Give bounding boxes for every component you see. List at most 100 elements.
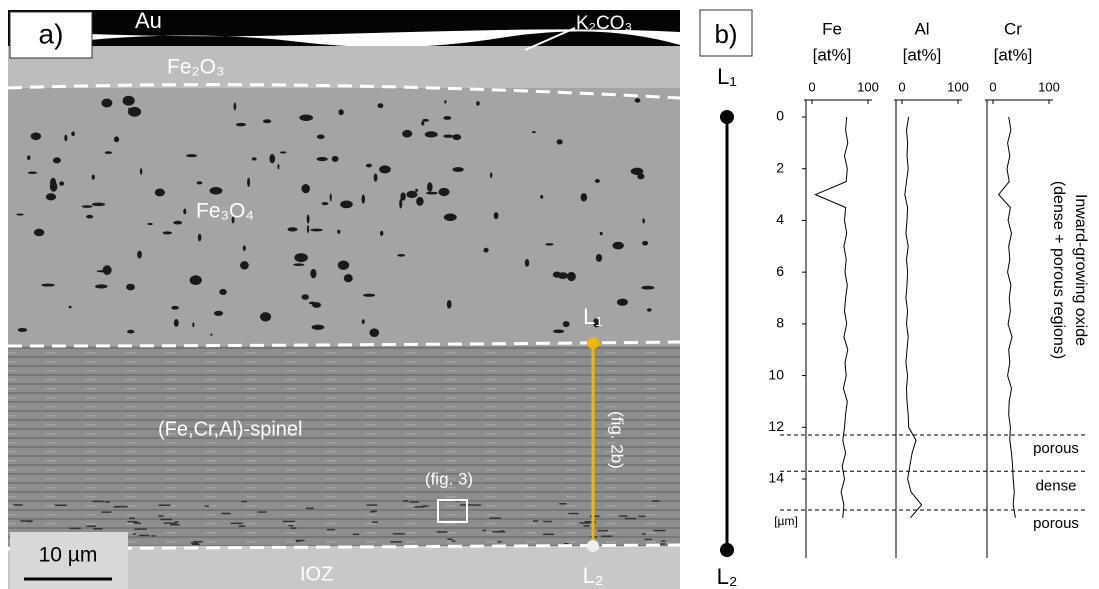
pore [171, 306, 179, 310]
pore [263, 119, 271, 123]
pore [13, 504, 22, 506]
x-axis-label: [at%] [994, 45, 1033, 64]
pore [642, 533, 646, 535]
pore [101, 99, 112, 108]
y-tick-label: 8 [776, 315, 784, 331]
pore [192, 322, 194, 327]
label: L₁ [717, 64, 737, 89]
pore [369, 328, 379, 337]
pore [366, 164, 372, 168]
pore [378, 103, 384, 108]
pore [20, 520, 32, 522]
pore [601, 535, 612, 537]
pore [170, 524, 180, 526]
pore [452, 540, 456, 542]
pore [443, 116, 451, 120]
pore [221, 513, 230, 515]
pore [581, 193, 588, 201]
pore [310, 229, 323, 232]
pore [133, 533, 136, 535]
y-tick-label: 4 [776, 211, 784, 227]
pore [64, 135, 67, 142]
pore [164, 522, 177, 524]
pore [312, 325, 325, 330]
pore [277, 164, 279, 170]
pore [306, 508, 314, 510]
fe2o3-layer [8, 46, 680, 88]
pore [482, 530, 486, 532]
profile [999, 117, 1016, 518]
pore [416, 197, 424, 206]
pore [159, 504, 171, 506]
pore [59, 181, 64, 185]
pore [127, 521, 137, 523]
profile-panel: b) L₁ L₂ Inward-growing oxide (dense + p… [700, 10, 1089, 589]
pore [137, 251, 142, 259]
pore [558, 272, 568, 279]
pore [299, 115, 313, 121]
pore [437, 531, 448, 533]
pore [163, 231, 172, 234]
label: K₂CO₃ [576, 13, 632, 34]
side-label: Inward-growing oxide [1072, 194, 1089, 346]
pore [101, 511, 111, 513]
pore [660, 543, 666, 545]
pore [600, 232, 603, 235]
pore [219, 289, 227, 295]
pore [241, 501, 247, 503]
pore [397, 254, 405, 257]
pore [612, 242, 623, 250]
pore [198, 234, 202, 242]
pore [174, 319, 179, 327]
pore [447, 300, 452, 309]
label: (fig. 2b) [608, 411, 627, 469]
y-tick-label: 12 [768, 418, 784, 434]
pore [415, 189, 418, 192]
pore [490, 172, 492, 178]
pore [557, 139, 563, 144]
pore [193, 541, 202, 543]
pore [322, 202, 329, 205]
pore [231, 523, 243, 525]
pore [16, 213, 24, 215]
pore [55, 505, 67, 507]
pore [183, 208, 186, 214]
pore [316, 157, 327, 161]
y-axis-label: [µm] [774, 514, 798, 528]
side-label: (dense + porous regions) [1050, 181, 1067, 359]
region-label: dense [1036, 478, 1077, 495]
pore [340, 200, 353, 208]
pore [92, 174, 95, 179]
pore [243, 245, 246, 251]
pore [309, 302, 316, 305]
pore [247, 178, 250, 187]
pore [619, 515, 627, 517]
pore [330, 193, 332, 201]
spinel-layer [8, 346, 680, 546]
pore [103, 265, 112, 275]
pore [307, 214, 310, 223]
pore [543, 521, 551, 523]
pore [653, 530, 665, 532]
pore [635, 98, 641, 103]
pore [595, 179, 600, 183]
pore [399, 199, 402, 209]
pore [140, 168, 142, 175]
x-tick-label: 100 [1038, 79, 1060, 94]
pore [190, 275, 202, 285]
pore [294, 253, 308, 262]
pore [288, 525, 293, 527]
pore [564, 543, 569, 545]
pore [293, 263, 304, 266]
pore [151, 535, 155, 537]
pore [483, 248, 488, 253]
label: (Fe,Cr,Al)-spinel [158, 418, 302, 440]
pore [18, 328, 27, 332]
chart-title: Al [914, 19, 929, 38]
pore [337, 230, 340, 234]
region-label: porous [1033, 515, 1079, 532]
pore [447, 538, 452, 540]
pore [214, 311, 223, 316]
pore [642, 241, 648, 246]
pore [158, 515, 163, 517]
